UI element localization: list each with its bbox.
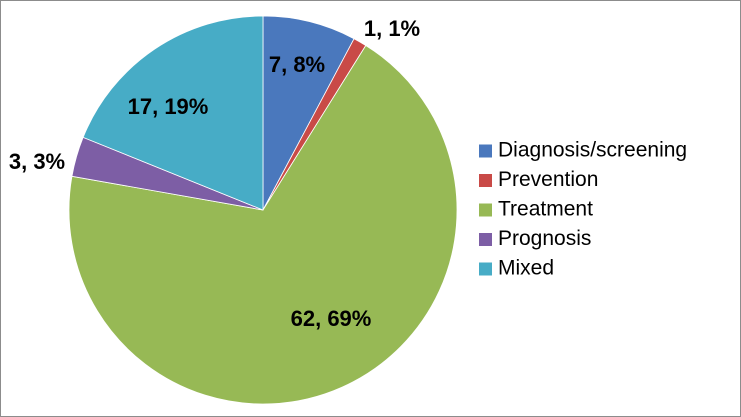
data-label-treatment: 62, 69%: [291, 306, 372, 331]
slice-mixed: [82, 15, 264, 211]
legend-label-diagnosis-screening: Diagnosis/screening: [498, 139, 687, 162]
pie-slices: [68, 15, 458, 405]
legend-label-treatment: Treatment: [498, 198, 593, 221]
legend-swatch-treatment: [479, 203, 492, 217]
data-label-prognosis: 3, 3%: [9, 149, 65, 174]
legend: Diagnosis/screening Prevention Treatment Pr…: [479, 139, 687, 280]
legend-swatch-prevention: [479, 174, 492, 187]
data-label-mixed: 17, 19%: [128, 94, 209, 119]
data-label-prevention: 1, 1%: [364, 16, 420, 41]
legend-label-mixed: Mixed: [498, 257, 554, 280]
legend-label-prevention: Prevention: [498, 168, 598, 191]
legend-label-prognosis: Prognosis: [498, 227, 591, 250]
legend-swatch-diagnosis-screening: [479, 144, 492, 158]
slice-treatment: [68, 44, 458, 405]
pie-data-labels: 7, 8% 1, 1% 62, 69% 3, 3% 17, 19%: [9, 16, 420, 331]
slice-diagnosis-screening: [262, 15, 355, 211]
data-label-diagnosis-screening: 7, 8%: [269, 52, 325, 77]
legend-swatch-mixed: [479, 262, 492, 276]
legend-swatch-prognosis: [479, 233, 492, 246]
